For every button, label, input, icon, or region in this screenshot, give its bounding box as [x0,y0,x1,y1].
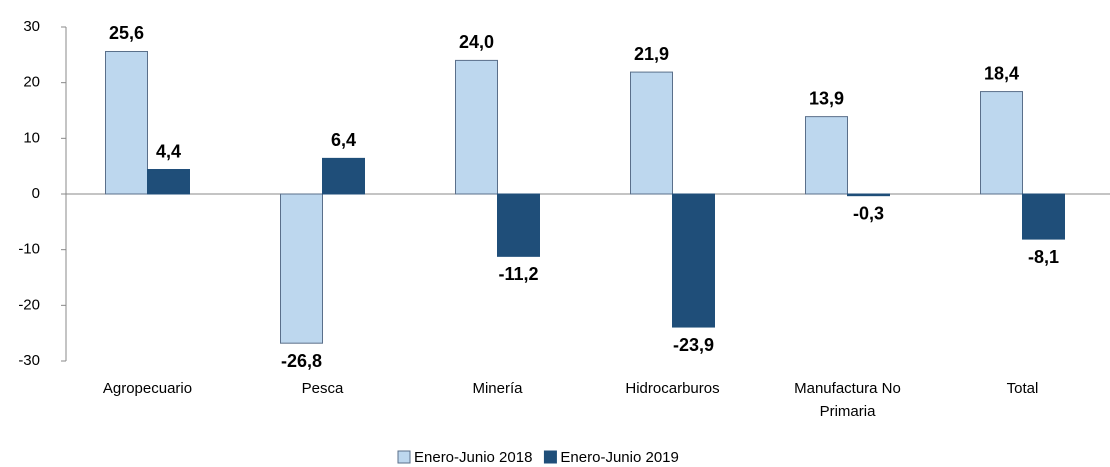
legend-label: Enero-Junio 2018 [414,449,532,466]
bar [322,157,365,195]
bar [630,71,673,195]
value-label: -23,9 [673,335,714,355]
y-tick-label: 0 [32,185,40,202]
value-label: -11,2 [498,264,538,284]
bar [497,193,540,257]
x-tick-label: Hidrocarburos [625,380,720,397]
legend-swatch [543,450,557,464]
x-tick-label: Manufactura No Primaria [794,380,901,420]
x-tick-label: Pesca [301,380,344,397]
x-tick-label: Minería [472,380,523,397]
bar [847,193,890,197]
value-label: 13,9 [809,88,844,108]
value-label: -26,8 [281,351,322,371]
legend-swatch [397,450,411,464]
legend-label: Enero-Junio 2019 [560,449,678,466]
value-label: -8,1 [1028,247,1059,267]
x-tick-label: Agropecuario [102,380,193,397]
value-label: 6,4 [331,130,356,150]
bar [105,50,148,195]
bar [455,59,498,195]
x-tick-label: Total [1006,380,1039,397]
y-tick-label: 20 [23,74,40,91]
value-label: 4,4 [156,141,181,161]
bar [980,91,1023,195]
y-tick-label: 10 [23,129,40,146]
value-label: -0,3 [853,203,884,223]
bar [672,193,715,328]
y-tick-label: 30 [23,18,40,35]
y-tick-label: -20 [18,296,40,313]
bar [280,193,323,344]
y-tick-label: -10 [18,241,40,258]
bar [147,169,190,195]
value-label: 25,6 [109,23,144,43]
value-label: 18,4 [984,63,1019,83]
y-tick-label: -30 [18,352,40,369]
value-label: 24,0 [459,32,494,52]
bar [1022,193,1065,240]
bar [805,116,848,195]
value-label: 21,9 [634,44,669,64]
